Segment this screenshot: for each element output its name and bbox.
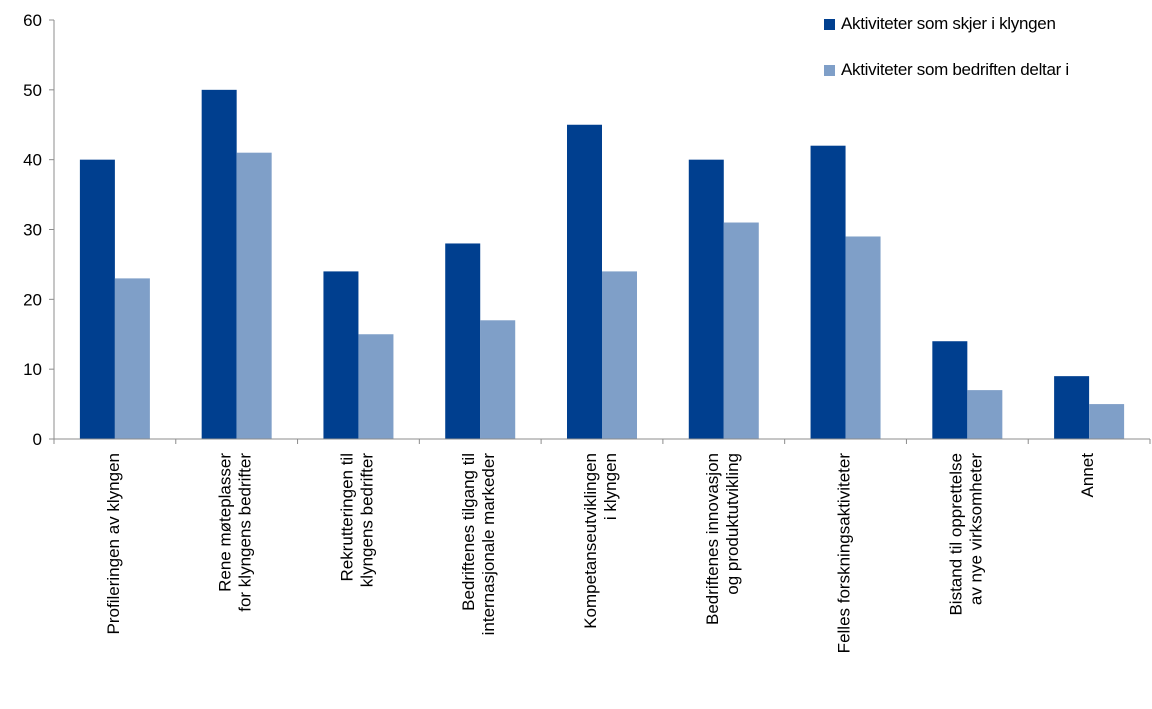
x-category-label: Felles forskningsaktiviteter — [835, 453, 854, 654]
legend-item-series-1: Aktiviteter som skjer i klyngen — [824, 12, 1069, 36]
bar-series-2 — [236, 152, 272, 439]
x-category-label: Rene møteplasserfor klyngens bedrifter — [216, 453, 255, 612]
y-tick-label: 10 — [23, 360, 42, 379]
bar-series-1 — [1054, 376, 1090, 439]
y-tick-label: 30 — [23, 221, 42, 240]
y-tick-label: 0 — [33, 430, 42, 449]
x-category-label: Kompetanseutviklingeni klyngen — [581, 453, 620, 629]
bar-series-2 — [1089, 404, 1125, 439]
bar-series-2 — [602, 271, 637, 439]
legend-label-series-2: Aktiviteter som bedriften deltar i — [841, 60, 1069, 79]
legend-item-series-2: Aktiviteter som bedriften deltar i — [824, 58, 1069, 82]
bar-series-2 — [845, 236, 881, 439]
legend-label-series-1: Aktiviteter som skjer i klyngen — [841, 14, 1056, 33]
y-axis: 0 10 20 30 40 50 60 — [23, 11, 55, 449]
x-category-label: Profileringen av klyngen — [104, 453, 123, 634]
x-axis: Profileringen av klyngen Rene møteplasser… — [53, 438, 1151, 654]
legend-swatch-series-1 — [824, 18, 835, 30]
x-category-label: Bedriftenes tilgang tilinternasjonale ma… — [459, 453, 498, 636]
x-category-label: Bedriftenes innovasjonog produktutviklin… — [703, 453, 742, 625]
bar-series-2 — [967, 390, 1003, 439]
bar-series-2 — [480, 320, 516, 439]
x-category-label: Annet — [1078, 453, 1097, 498]
bars — [79, 89, 1125, 439]
x-category-label: Bistand til opprettelseav nye virksomhet… — [946, 453, 985, 616]
bar-series-1 — [810, 145, 846, 439]
x-category-label: Rekrutteringen tilklyngens bedrifter — [337, 453, 376, 588]
bar-series-1 — [201, 89, 237, 439]
bar-series-1 — [688, 159, 724, 439]
y-tick-label: 60 — [23, 11, 42, 30]
bar-series-1 — [932, 341, 968, 439]
bar-series-1 — [445, 243, 481, 439]
bar-series-2 — [114, 278, 150, 439]
bar-series-1 — [323, 271, 359, 439]
bar-series-2 — [358, 334, 394, 439]
legend-swatch-series-2 — [824, 64, 835, 76]
bar-series-1 — [567, 124, 602, 439]
y-tick-label: 20 — [23, 290, 42, 309]
legend: Aktiviteter som skjer i klyngen Aktivite… — [824, 12, 1069, 104]
bar-series-1 — [79, 159, 115, 439]
y-tick-label: 40 — [23, 151, 42, 170]
y-tick-label: 50 — [23, 81, 42, 100]
bar-series-2 — [723, 222, 759, 439]
